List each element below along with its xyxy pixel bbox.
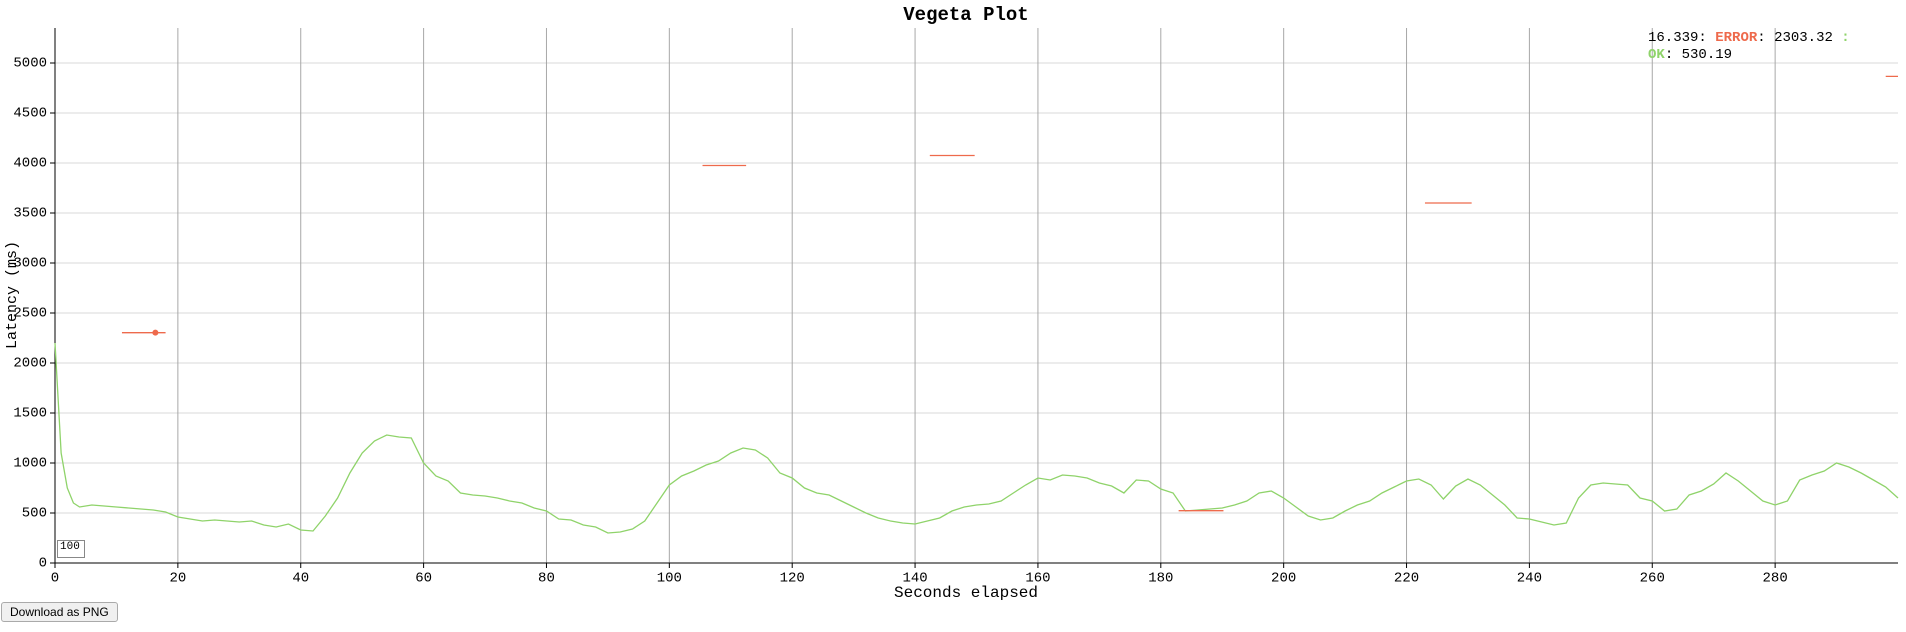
x-tick-label: 220 <box>1394 571 1419 587</box>
legend-entry: OK <box>1648 47 1665 63</box>
x-tick-label: 0 <box>51 571 59 587</box>
y-tick-label: 4000 <box>13 156 47 172</box>
y-tick-label: 1000 <box>13 456 47 472</box>
y-tick-label: 2500 <box>13 306 47 322</box>
x-tick-label: 240 <box>1517 571 1542 587</box>
x-tick-label: 160 <box>1025 571 1050 587</box>
series-line <box>54 342 1899 534</box>
legend-value: 530.19 <box>1681 47 1733 63</box>
y-tick-label: 5000 <box>13 56 47 72</box>
x-tick-label: 120 <box>780 571 805 587</box>
x-tick-label: 140 <box>902 571 927 587</box>
x-tick-label: 40 <box>292 571 309 587</box>
x-tick-label: 100 <box>657 571 682 587</box>
series-line <box>121 75 1898 512</box>
x-tick-label: 60 <box>415 571 432 587</box>
y-tick-label: 500 <box>22 506 47 522</box>
x-tick-label: 260 <box>1640 571 1665 587</box>
chart: Vegeta Plot Seconds elapsed Latency (ms)… <box>4 4 1899 600</box>
download-button[interactable]: Download as PNG <box>1 602 118 622</box>
x-tick-label: 200 <box>1271 571 1296 587</box>
y-tick-label: 3500 <box>13 206 47 222</box>
legend-x: 16.339 <box>1648 30 1699 46</box>
x-tick-label: 280 <box>1763 571 1788 587</box>
y-tick-label: 4500 <box>13 106 47 122</box>
legend: 16.339: ERROR: 2303.32 : OK: 530.19 <box>1648 30 1850 63</box>
x-tick-label: 80 <box>538 571 555 587</box>
x-tick-label: 180 <box>1148 571 1173 587</box>
y-tick-label: 3000 <box>13 256 47 272</box>
roll-period-input[interactable]: 100 <box>57 540 85 558</box>
y-tick-label: 0 <box>39 556 47 572</box>
y-tick-label: 1500 <box>13 406 47 422</box>
x-axis-label: Seconds elapsed <box>894 584 1038 600</box>
y-tick-label: 2000 <box>13 356 47 372</box>
x-tick-label: 20 <box>169 571 186 587</box>
legend-entry: ERROR <box>1715 30 1758 46</box>
y-axis-label: Latency (ms) <box>4 241 21 349</box>
chart-title: Vegeta Plot <box>903 4 1028 26</box>
legend-value: 2303.32 <box>1774 30 1833 46</box>
highlight-point <box>152 329 159 336</box>
